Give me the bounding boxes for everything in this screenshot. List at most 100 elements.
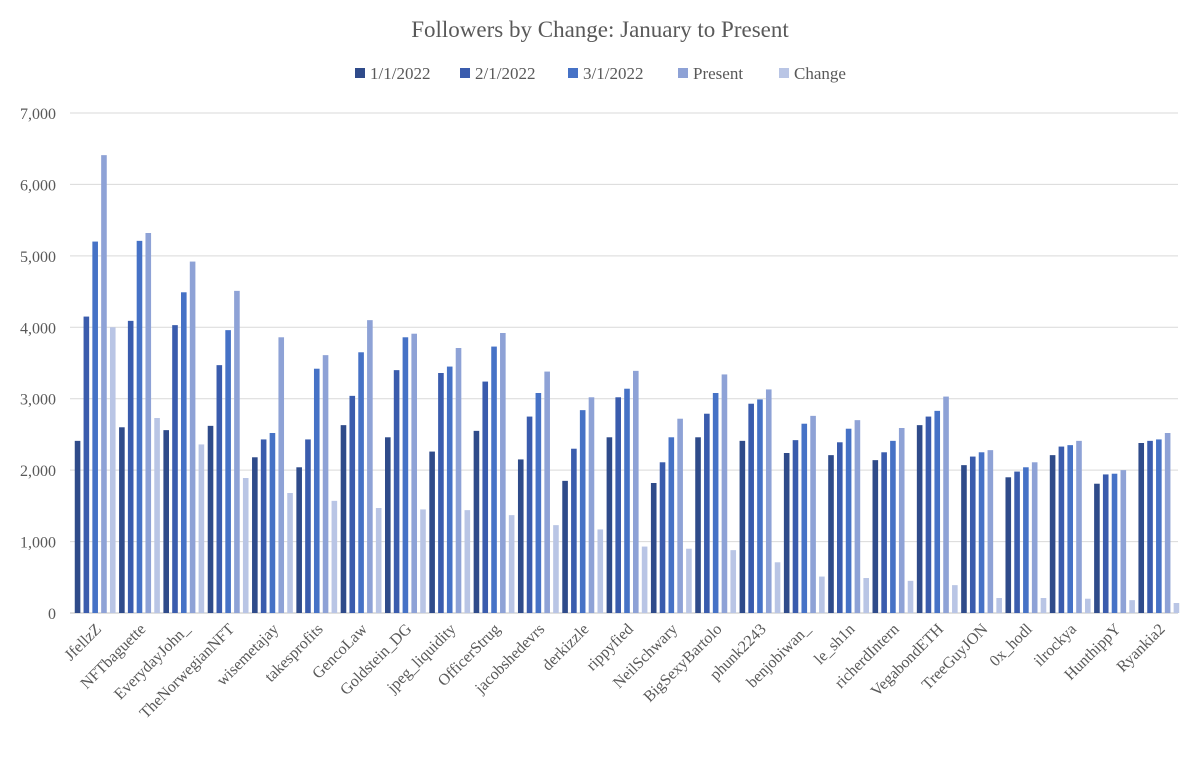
bar bbox=[252, 457, 258, 613]
bar bbox=[579, 410, 586, 613]
bar bbox=[1138, 443, 1145, 613]
bar bbox=[136, 240, 143, 613]
legend-label: 1/1/2022 bbox=[370, 64, 430, 83]
bar bbox=[810, 415, 816, 613]
bar bbox=[641, 546, 648, 613]
bar bbox=[207, 425, 214, 613]
bar bbox=[1164, 433, 1171, 613]
bar bbox=[1129, 600, 1135, 613]
bar bbox=[234, 290, 240, 613]
bar bbox=[1005, 477, 1012, 613]
bar bbox=[367, 320, 373, 613]
bar bbox=[819, 576, 825, 613]
bar bbox=[668, 437, 675, 613]
legend-swatch bbox=[779, 68, 789, 78]
legend-label: 3/1/2022 bbox=[583, 64, 643, 83]
bar bbox=[375, 508, 382, 613]
bar bbox=[1014, 471, 1020, 613]
bar bbox=[154, 418, 160, 613]
bar bbox=[872, 460, 879, 613]
bar bbox=[996, 598, 1002, 613]
bar bbox=[925, 416, 932, 613]
bar bbox=[792, 440, 799, 613]
legend-label: Present bbox=[693, 64, 743, 83]
bar bbox=[340, 425, 347, 613]
bar bbox=[438, 373, 444, 613]
bar bbox=[961, 465, 967, 613]
y-tick-label: 3,000 bbox=[20, 392, 56, 409]
bar bbox=[92, 241, 98, 614]
bar bbox=[172, 325, 178, 613]
bar bbox=[765, 389, 772, 613]
bars bbox=[74, 155, 1180, 614]
bar bbox=[863, 578, 869, 613]
bar bbox=[934, 410, 941, 613]
bar bbox=[278, 337, 285, 613]
bar bbox=[402, 337, 409, 613]
bar bbox=[624, 388, 630, 613]
bar bbox=[1111, 473, 1118, 613]
bar bbox=[659, 462, 666, 613]
bar bbox=[101, 155, 107, 613]
bar bbox=[1094, 483, 1100, 613]
bar bbox=[74, 440, 81, 613]
bar bbox=[704, 413, 710, 613]
legend: 1/1/2022 2/1/2022 3/1/2022 Present Change bbox=[355, 64, 846, 83]
bar bbox=[854, 420, 861, 613]
bar bbox=[420, 509, 426, 613]
bar bbox=[1085, 598, 1091, 613]
bar bbox=[1120, 470, 1127, 613]
bar bbox=[597, 529, 604, 613]
bar bbox=[571, 448, 577, 613]
bar bbox=[446, 366, 453, 613]
bar bbox=[633, 370, 639, 613]
bar bbox=[774, 562, 781, 613]
bar bbox=[491, 346, 497, 613]
bar bbox=[837, 442, 843, 613]
bar bbox=[721, 374, 728, 613]
legend-label: 2/1/2022 bbox=[475, 64, 535, 83]
bar bbox=[331, 500, 338, 613]
bar bbox=[464, 510, 471, 613]
bar bbox=[677, 418, 683, 613]
bar bbox=[730, 550, 737, 613]
bar bbox=[1031, 462, 1038, 613]
bar bbox=[109, 327, 116, 613]
bar bbox=[828, 455, 834, 613]
bar bbox=[757, 399, 763, 613]
bar bbox=[783, 453, 790, 613]
bar bbox=[712, 393, 719, 613]
bar bbox=[429, 451, 435, 613]
legend-swatch bbox=[678, 68, 688, 78]
y-tick-label: 5,000 bbox=[20, 249, 56, 266]
bar bbox=[1040, 598, 1047, 613]
bar bbox=[225, 330, 231, 613]
bar bbox=[553, 525, 559, 613]
bar bbox=[385, 437, 391, 613]
bar bbox=[189, 261, 196, 613]
legend-swatch bbox=[460, 68, 470, 78]
bar bbox=[1147, 440, 1153, 613]
bar bbox=[508, 515, 515, 613]
y-tick-label: 0 bbox=[48, 606, 56, 623]
bar bbox=[260, 439, 267, 613]
bar bbox=[978, 452, 985, 613]
bar bbox=[242, 478, 249, 613]
bar bbox=[535, 393, 542, 613]
bar bbox=[907, 580, 914, 613]
bar bbox=[969, 456, 976, 613]
bar bbox=[916, 425, 923, 613]
bar bbox=[739, 440, 746, 613]
bar bbox=[119, 427, 125, 613]
bar bbox=[305, 439, 311, 613]
bar bbox=[526, 416, 533, 613]
bar bbox=[606, 437, 613, 613]
bar bbox=[181, 292, 187, 613]
bar bbox=[127, 320, 134, 613]
bar bbox=[313, 368, 320, 613]
bar bbox=[198, 444, 205, 613]
bar bbox=[588, 397, 595, 613]
bar bbox=[943, 396, 949, 613]
